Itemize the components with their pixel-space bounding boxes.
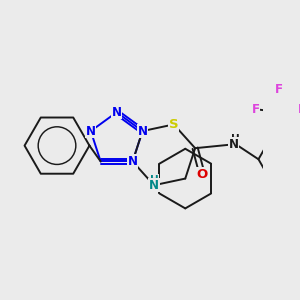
Text: F: F xyxy=(297,103,300,116)
Text: N: N xyxy=(229,138,238,151)
Text: N: N xyxy=(112,106,122,119)
Text: F: F xyxy=(274,83,283,97)
Text: N: N xyxy=(137,124,148,138)
Text: N: N xyxy=(128,155,138,168)
Text: F: F xyxy=(252,103,260,116)
Text: S: S xyxy=(169,118,178,131)
Text: H: H xyxy=(150,175,158,185)
Text: O: O xyxy=(196,168,208,181)
Text: N: N xyxy=(149,179,159,192)
Text: H: H xyxy=(231,134,240,144)
Text: N: N xyxy=(86,124,96,138)
